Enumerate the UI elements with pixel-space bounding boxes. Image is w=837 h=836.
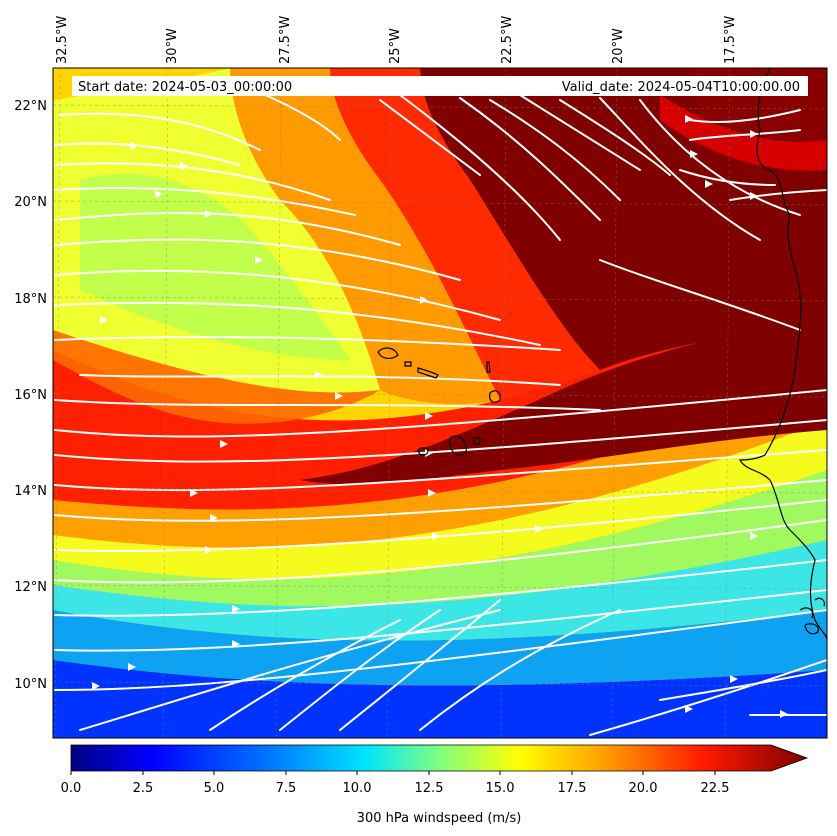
colorbar-bar [70,744,809,772]
colorbar-tick-7: 17.5 [558,781,587,796]
band-darkred-jet [300,320,827,485]
cape-verde-sao-nicolau [417,367,439,379]
band-cyan [53,540,827,641]
colorbar-tick-2: 5.0 [204,781,225,796]
streamline-arrows [92,115,788,718]
cape-verde-sao-vicente [404,361,412,367]
map-frame [52,67,828,739]
lon-label-30w: 30°W [165,28,180,64]
coastlines [377,68,827,641]
cape-verde-sal [486,361,491,373]
colorbar-tick-5: 12.5 [415,781,444,796]
colorbar-tick-9: 22.5 [701,781,730,796]
colorbar-label: 300 hPa windspeed (m/s) [357,811,522,826]
bijagos-islands [799,597,825,635]
band-red-jet [53,300,827,510]
lon-label-25w: 25°W [388,28,403,64]
cape-verde-santo-antao [377,347,399,359]
cape-verde-fogo [417,447,429,456]
colorbar-tick-0: 0.0 [61,781,82,796]
lon-label-32-5w: 32.5°W [55,16,70,64]
lat-label-12n: 12°N [14,580,47,595]
latitude-labels: 22°N 20°N 18°N 16°N 14°N 12°N 10°N [14,99,47,692]
cape-verde-santiago [449,435,467,456]
lat-label-18n: 18°N [14,292,47,307]
streamlines [54,79,827,736]
cape-verde-boa-vista [489,390,501,403]
longitude-labels: 32.5°W 30°W 27.5°W 25°W 22.5°W 20°W 17.5… [55,16,738,64]
colorbar-tick-8: 20.0 [629,781,658,796]
colorbar-tick-3: 7.5 [276,781,297,796]
band-red-north [330,68,600,400]
band-orange-west [53,330,380,424]
band-green [53,470,827,607]
cape-verde-maio [473,437,481,445]
gridlines [53,68,827,738]
colorbar-tick-1: 2.5 [133,781,154,796]
band-yellow-south [53,420,827,580]
band-orange-south [53,380,827,548]
lat-label-22n: 22°N [14,99,47,114]
lat-label-16n: 16°N [14,388,47,403]
lat-label-20n: 20°N [14,195,47,210]
africa-coast [739,68,827,641]
map-panel: Start date: 2024-05-03_00:00:00 Valid_da… [53,68,827,738]
colorbar: 0.0 2.5 5.0 7.5 10.0 12.5 15.0 17.5 20.0… [61,744,809,826]
band-red-ne [660,95,827,171]
lon-label-17-5w: 17.5°W [723,16,738,64]
colorbar-tick-4: 10.0 [343,781,372,796]
band-green-west [80,173,350,360]
date-header-box [72,76,808,96]
start-date-label: Start date: 2024-05-03_00:00:00 [78,80,292,95]
lat-label-10n: 10°N [14,677,47,692]
band-lightblue [53,610,827,686]
lon-label-22-5w: 22.5°W [500,16,515,64]
lon-label-27-5w: 27.5°W [278,16,293,64]
colorbar-tick-6: 15.0 [486,781,515,796]
valid-date-label: Valid_date: 2024-05-04T10:00:00.00 [562,80,800,95]
lon-label-20w: 20°W [611,28,626,64]
band-blue-bottom [53,660,827,738]
lat-label-14n: 14°N [14,484,47,499]
